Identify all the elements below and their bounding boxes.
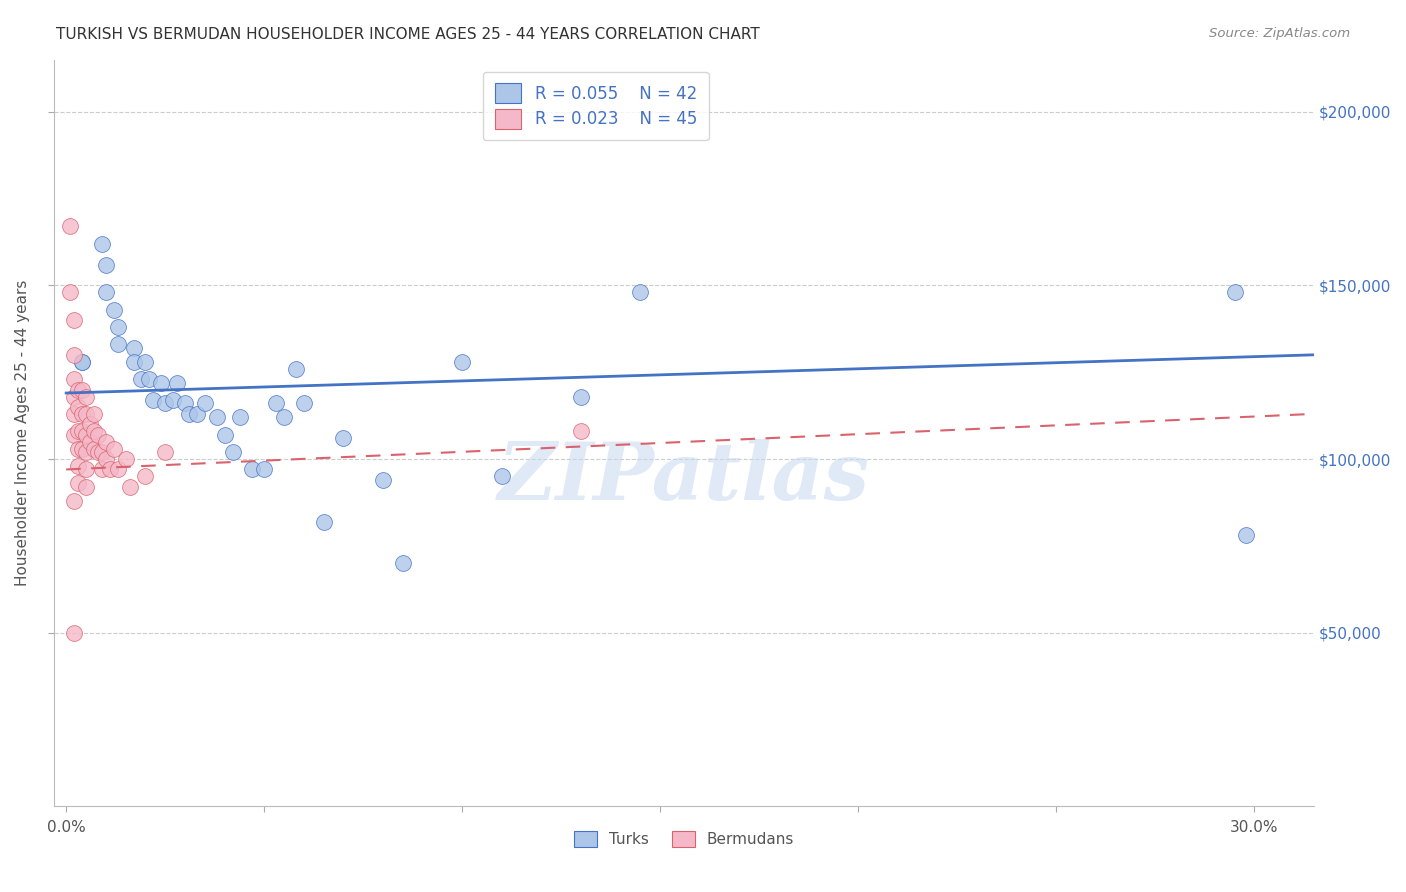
Point bbox=[79, 434, 101, 449]
Point bbox=[67, 458, 90, 473]
Point bbox=[75, 462, 97, 476]
Point bbox=[87, 427, 110, 442]
Point bbox=[83, 424, 105, 438]
Point bbox=[70, 407, 93, 421]
Point bbox=[75, 390, 97, 404]
Point bbox=[122, 355, 145, 369]
Legend: Turks, Bermudans: Turks, Bermudans bbox=[567, 823, 801, 855]
Point bbox=[70, 355, 93, 369]
Point bbox=[332, 431, 354, 445]
Point bbox=[59, 285, 82, 300]
Point bbox=[94, 258, 117, 272]
Point bbox=[94, 434, 117, 449]
Point bbox=[75, 407, 97, 421]
Point bbox=[90, 462, 112, 476]
Point bbox=[229, 410, 252, 425]
Point bbox=[371, 473, 394, 487]
Point bbox=[221, 445, 243, 459]
Point bbox=[75, 427, 97, 442]
Point bbox=[1236, 528, 1258, 542]
Point bbox=[264, 396, 287, 410]
Point bbox=[166, 376, 188, 390]
Point bbox=[491, 469, 513, 483]
Point bbox=[630, 285, 652, 300]
Point bbox=[292, 396, 315, 410]
Point bbox=[392, 556, 415, 570]
Point bbox=[142, 392, 165, 407]
Point bbox=[134, 469, 156, 483]
Point bbox=[67, 383, 90, 397]
Point bbox=[122, 341, 145, 355]
Point bbox=[273, 410, 295, 425]
Text: TURKISH VS BERMUDAN HOUSEHOLDER INCOME AGES 25 - 44 YEARS CORRELATION CHART: TURKISH VS BERMUDAN HOUSEHOLDER INCOME A… bbox=[56, 27, 761, 42]
Point bbox=[214, 427, 236, 442]
Point bbox=[118, 480, 141, 494]
Point bbox=[67, 476, 90, 491]
Point bbox=[63, 407, 86, 421]
Point bbox=[94, 285, 117, 300]
Point bbox=[63, 313, 86, 327]
Point bbox=[451, 355, 474, 369]
Point bbox=[253, 462, 276, 476]
Point bbox=[67, 442, 90, 456]
Point bbox=[79, 417, 101, 432]
Point bbox=[94, 452, 117, 467]
Point bbox=[103, 442, 125, 456]
Point bbox=[63, 493, 86, 508]
Point bbox=[83, 407, 105, 421]
Point bbox=[569, 424, 592, 438]
Point bbox=[194, 396, 217, 410]
Point bbox=[90, 445, 112, 459]
Point bbox=[63, 390, 86, 404]
Point bbox=[87, 445, 110, 459]
Point bbox=[569, 390, 592, 404]
Point bbox=[284, 361, 307, 376]
Point bbox=[107, 337, 129, 351]
Point bbox=[63, 348, 86, 362]
Point bbox=[162, 392, 184, 407]
Point bbox=[70, 442, 93, 456]
Point bbox=[75, 445, 97, 459]
Point bbox=[240, 462, 263, 476]
Point bbox=[63, 372, 86, 386]
Point bbox=[75, 480, 97, 494]
Point bbox=[186, 407, 208, 421]
Y-axis label: Householder Income Ages 25 - 44 years: Householder Income Ages 25 - 44 years bbox=[15, 280, 30, 586]
Point bbox=[114, 452, 136, 467]
Point bbox=[98, 462, 121, 476]
Point bbox=[67, 400, 90, 414]
Point bbox=[1223, 285, 1246, 300]
Point bbox=[63, 427, 86, 442]
Point bbox=[70, 355, 93, 369]
Point bbox=[83, 442, 105, 456]
Point bbox=[90, 236, 112, 251]
Point bbox=[103, 302, 125, 317]
Point bbox=[70, 383, 93, 397]
Point bbox=[150, 376, 173, 390]
Point bbox=[134, 355, 156, 369]
Point bbox=[107, 320, 129, 334]
Point bbox=[59, 219, 82, 234]
Point bbox=[174, 396, 197, 410]
Point bbox=[70, 424, 93, 438]
Point bbox=[177, 407, 200, 421]
Point bbox=[131, 372, 153, 386]
Point bbox=[138, 372, 160, 386]
Point bbox=[205, 410, 228, 425]
Point bbox=[153, 445, 176, 459]
Point bbox=[63, 625, 86, 640]
Text: ZIPatlas: ZIPatlas bbox=[498, 439, 870, 516]
Point bbox=[312, 515, 335, 529]
Point bbox=[107, 462, 129, 476]
Point bbox=[153, 396, 176, 410]
Text: Source: ZipAtlas.com: Source: ZipAtlas.com bbox=[1209, 27, 1350, 40]
Point bbox=[67, 424, 90, 438]
